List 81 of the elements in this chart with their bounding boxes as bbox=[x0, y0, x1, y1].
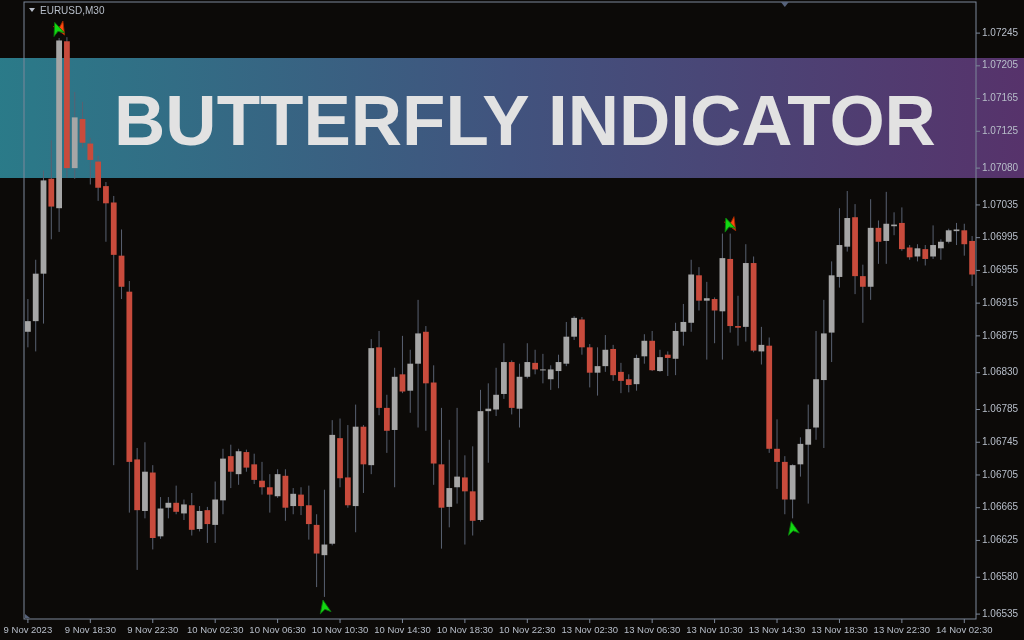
x-tick-label: 13 Nov 22:30 bbox=[873, 624, 931, 635]
candlestick bbox=[298, 486, 304, 516]
candlestick bbox=[173, 485, 180, 515]
candlestick bbox=[524, 342, 531, 379]
x-tick-label: 13 Nov 10:30 bbox=[686, 624, 743, 635]
x-tick-label: 10 Nov 22:30 bbox=[499, 624, 556, 635]
y-tick-label: 1.06665 bbox=[982, 501, 1019, 513]
candlestick bbox=[462, 454, 468, 546]
candlestick bbox=[532, 349, 538, 375]
candlestick bbox=[446, 439, 453, 528]
candlestick bbox=[883, 191, 890, 265]
candlestick bbox=[571, 315, 578, 341]
y-tick-label: 1.06955 bbox=[982, 264, 1019, 276]
candlestick bbox=[540, 353, 546, 384]
x-tick-label: 10 Nov 02:30 bbox=[186, 624, 244, 635]
candlestick bbox=[735, 295, 741, 347]
candlestick bbox=[961, 223, 968, 257]
candlestick bbox=[953, 222, 960, 246]
candlestick bbox=[930, 224, 936, 260]
x-tick-label: 9 Nov 18:30 bbox=[64, 624, 116, 635]
x-tick-label: 10 Nov 14:30 bbox=[374, 624, 431, 635]
y-tick-label: 1.07205 bbox=[982, 59, 1019, 71]
candlestick bbox=[165, 496, 172, 519]
candlestick bbox=[103, 181, 109, 243]
candlestick bbox=[774, 418, 780, 490]
y-tick-label: 1.07080 bbox=[982, 161, 1019, 173]
y-tick-label: 1.06915 bbox=[982, 296, 1019, 308]
annotation: EURUSD,M30 bbox=[40, 5, 105, 16]
y-tick-label: 1.06535 bbox=[982, 607, 1019, 619]
x-tick-label: 13 Nov 18:30 bbox=[811, 624, 868, 635]
candlestick bbox=[204, 506, 211, 544]
candlestick bbox=[625, 373, 632, 393]
candlestick bbox=[859, 264, 866, 324]
y-tick-label: 1.06580 bbox=[982, 570, 1019, 582]
candlestick bbox=[290, 487, 297, 515]
candlestick bbox=[711, 296, 718, 344]
candlestick bbox=[594, 346, 601, 397]
candlestick bbox=[547, 364, 554, 391]
candlestick bbox=[641, 333, 648, 365]
x-tick-label: 13 Nov 14:30 bbox=[748, 624, 806, 635]
y-tick-label: 1.06785 bbox=[982, 403, 1019, 415]
y-tick-label: 1.06705 bbox=[982, 468, 1019, 480]
candlestick bbox=[305, 485, 312, 541]
y-tick-label: 1.06625 bbox=[982, 534, 1019, 546]
candlestick bbox=[383, 394, 390, 454]
candlestick bbox=[87, 137, 94, 185]
y-tick-label: 1.06995 bbox=[982, 231, 1019, 243]
y-tick-label: 1.06875 bbox=[982, 329, 1019, 341]
candlestick bbox=[602, 334, 609, 373]
candlestick bbox=[454, 407, 460, 505]
candlestick bbox=[805, 404, 812, 505]
candlestick bbox=[25, 298, 31, 348]
candlestick bbox=[227, 444, 234, 489]
candlestick bbox=[251, 453, 258, 485]
x-tick-label: 13 Nov 02:30 bbox=[561, 624, 618, 635]
candlestick bbox=[703, 281, 710, 361]
text: BUTTERFLY INDICATOR bbox=[114, 81, 936, 160]
x-tick-label: 10 Nov 10:30 bbox=[311, 624, 369, 635]
y-tick-label: 1.07165 bbox=[982, 92, 1019, 104]
candlestick bbox=[259, 461, 265, 496]
x-tick-label: 13 Nov 06:30 bbox=[623, 624, 681, 635]
y-tick-label: 1.06745 bbox=[982, 435, 1019, 447]
x-tick-label: 9 Nov 2023 bbox=[3, 624, 53, 635]
candlestick bbox=[266, 473, 273, 514]
x-tick-label: 10 Nov 06:30 bbox=[249, 624, 306, 635]
candlestick bbox=[657, 349, 663, 373]
candlestick bbox=[938, 238, 944, 261]
candlestick bbox=[680, 303, 687, 347]
x-tick-label: 10 Nov 18:30 bbox=[436, 624, 494, 635]
candlestick bbox=[618, 362, 624, 394]
y-tick-label: 1.07125 bbox=[982, 124, 1019, 136]
x-tick-label: 14 Nov 02:30 bbox=[936, 624, 993, 635]
candlestick bbox=[181, 499, 187, 521]
candlestick bbox=[493, 367, 499, 417]
candlestick bbox=[664, 350, 671, 377]
y-tick-label: 1.06830 bbox=[982, 366, 1019, 378]
y-tick-label: 1.07035 bbox=[982, 198, 1019, 210]
candlestick bbox=[922, 244, 929, 266]
x-tick-label: 9 Nov 22:30 bbox=[127, 624, 179, 635]
candlestick bbox=[399, 335, 406, 394]
y-tick-label: 1.07245 bbox=[982, 26, 1019, 38]
